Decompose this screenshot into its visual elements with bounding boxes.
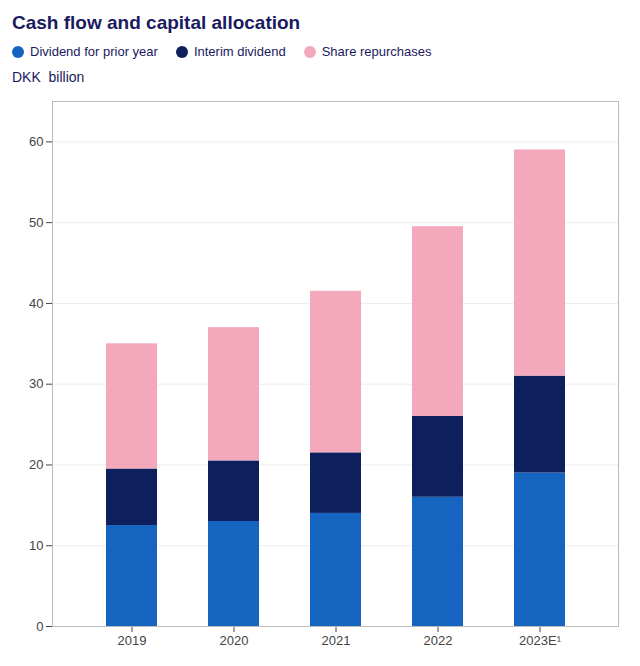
svg-text:60: 60 xyxy=(29,134,43,149)
svg-text:10: 10 xyxy=(29,538,43,553)
svg-text:0: 0 xyxy=(36,619,43,634)
svg-text:2021: 2021 xyxy=(322,633,351,648)
svg-text:30: 30 xyxy=(29,376,43,391)
svg-text:2023E¹: 2023E¹ xyxy=(519,633,562,648)
svg-text:2020: 2020 xyxy=(220,633,249,648)
html-text:Cash flow and capital allocati: Cash flow and capital allocation xyxy=(12,12,301,33)
html-text:DKK billion: DKK billion xyxy=(12,69,85,85)
svg-text:2019: 2019 xyxy=(118,633,147,648)
html-text:Dividend for prior year: Dividend for prior year xyxy=(30,44,158,59)
svg-text:20: 20 xyxy=(29,457,43,472)
svg-text:50: 50 xyxy=(29,215,43,230)
svg-text:2022: 2022 xyxy=(424,633,453,648)
html-text:Share repurchases: Share repurchases xyxy=(321,44,432,59)
svg-text:40: 40 xyxy=(29,296,43,311)
html-text:Interim dividend: Interim dividend xyxy=(193,44,286,59)
